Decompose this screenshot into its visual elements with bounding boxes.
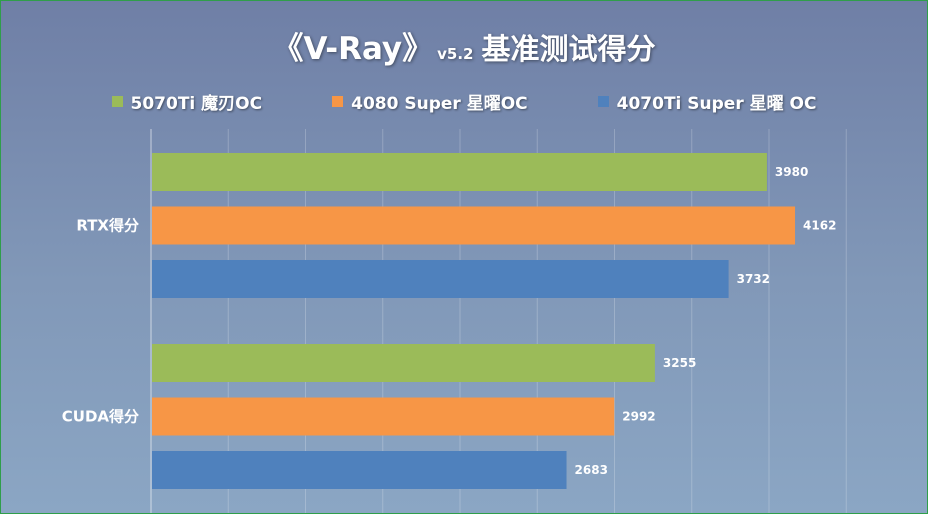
title-main: 《V-Ray》: [272, 31, 434, 67]
category-label: CUDA得分: [62, 408, 139, 426]
category-label: RTX得分: [76, 217, 139, 235]
legend-swatch: [597, 96, 609, 107]
data-label: 4162: [803, 219, 836, 233]
data-label: 3732: [737, 272, 770, 286]
title-version: v5.2: [437, 45, 474, 63]
data-label: 2683: [575, 463, 608, 477]
legend-swatch: [111, 96, 123, 107]
bar: [152, 451, 567, 489]
data-label: 3980: [775, 165, 808, 179]
legend-label: 5070Ti 魔刃OC: [130, 94, 263, 114]
legend-item: 5070Ti 魔刃OC: [111, 89, 263, 114]
bar: [152, 153, 767, 191]
bar: [152, 260, 729, 298]
bar: [152, 397, 615, 436]
data-label: 2992: [622, 410, 655, 424]
bar: [152, 206, 796, 245]
legend-label: 4070Ti Super 星曜 OC: [616, 94, 817, 114]
legend-item: 4070Ti Super 星曜 OC: [597, 89, 817, 114]
bar: [152, 344, 655, 382]
legend-swatch: [332, 96, 344, 107]
legend-item: 4080 Super 星曜OC: [332, 89, 528, 114]
title-rest: 基准测试得分: [481, 32, 656, 66]
chart-title: 《V-Ray》 v5.2 基准测试得分: [1, 23, 927, 68]
data-label: 3255: [663, 356, 696, 370]
legend-label: 4080 Super 星曜OC: [351, 94, 528, 114]
legend: 5070Ti 魔刃OC 4080 Super 星曜OC 4070Ti Super…: [1, 89, 927, 114]
